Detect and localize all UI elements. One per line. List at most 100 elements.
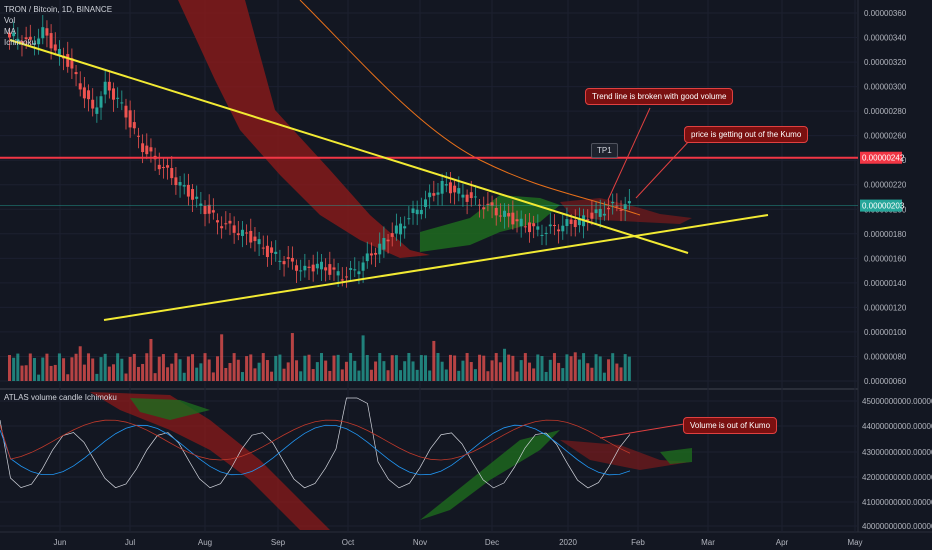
volume-bar: [582, 353, 586, 381]
callout-kumo[interactable]: price is getting out of the Kumo: [684, 126, 809, 143]
indicator-tick-label: 43000000000.00000000: [862, 448, 932, 457]
candle-body: [453, 185, 457, 193]
candle-body: [540, 234, 544, 236]
time-tick-label: May: [847, 538, 862, 547]
volume-bar: [590, 367, 594, 381]
candle-body: [74, 72, 78, 75]
indicator-axis[interactable]: 40000000000.00000000 41000000000.00000000…: [862, 397, 932, 531]
candle-body: [166, 165, 170, 168]
volume-bar: [62, 358, 66, 381]
candle-body: [461, 194, 465, 198]
volume-bar: [203, 353, 207, 381]
candle-body: [507, 213, 511, 217]
candle-body: [107, 81, 111, 91]
symbol-title[interactable]: TRON / Bitcoin, 1D, BINANCE: [4, 5, 113, 14]
ichimoku-legend[interactable]: Ichimoku: [4, 38, 37, 47]
volume-bar: [328, 370, 332, 381]
time-tick-label: Dec: [485, 538, 499, 547]
volume-bar: [49, 365, 53, 381]
vol-legend[interactable]: Vol: [4, 16, 16, 25]
callout-trend-broken[interactable]: Trend line is broken with good volume: [585, 88, 734, 105]
candle-body: [332, 267, 336, 270]
time-tick-label: Nov: [413, 538, 427, 547]
volume-bar: [66, 374, 70, 381]
candle-body: [465, 194, 469, 202]
candle-body: [8, 32, 11, 38]
volume-bar: [32, 357, 36, 381]
price-tick-label: 0.00000280: [864, 107, 907, 116]
candle-body: [557, 229, 561, 232]
volume-bar: [448, 354, 452, 381]
lower-kumo-bull-2: [420, 430, 560, 520]
price-tick-label: 0.00000120: [864, 303, 907, 312]
tp1-label[interactable]: TP1: [591, 143, 618, 158]
candle-body: [419, 209, 423, 215]
candle-body: [386, 239, 390, 242]
candle-body: [444, 184, 448, 186]
candle-body: [627, 201, 631, 204]
volume-bar: [519, 360, 523, 381]
volume-bar: [211, 372, 215, 381]
volume-bar: [424, 355, 427, 381]
volume-bar: [41, 357, 45, 381]
candle-body: [382, 238, 386, 250]
candle-body: [157, 164, 161, 170]
volume-bar: [232, 353, 236, 381]
volume-bar: [507, 354, 511, 381]
lower-pane-title[interactable]: ATLAS volume candle Ichimoku: [4, 393, 117, 402]
kumo-bear-cloud: [178, 0, 430, 258]
volume-bar: [282, 368, 286, 381]
candle-body: [523, 226, 527, 228]
drawing-lines[interactable]: [0, 39, 858, 439]
volume-bar: [236, 359, 240, 381]
candle-body: [278, 260, 282, 262]
volume-bar: [240, 372, 244, 381]
lower-kumo-bear-2: [560, 440, 690, 470]
volume-bar: [623, 354, 627, 381]
candles: [8, 14, 631, 288]
candle-body: [552, 224, 556, 226]
kumo-bull-cloud: [420, 195, 560, 252]
candle-body: [174, 177, 178, 186]
volume-bar: [594, 354, 598, 381]
volume-bar: [245, 356, 249, 381]
price-axis-highlight-label: 0.00000203: [862, 202, 905, 211]
volume-bar: [261, 353, 265, 381]
volume-bar: [511, 355, 515, 381]
volume-bar: [8, 355, 11, 381]
volume-bar: [548, 359, 552, 381]
lower-kumo-bull: [130, 398, 210, 420]
candle-body: [253, 236, 257, 242]
grid: [0, 0, 858, 532]
candle-body: [28, 36, 32, 40]
time-tick-label: Feb: [631, 538, 645, 547]
volume-bars: [8, 333, 631, 381]
volume-bar: [265, 360, 269, 381]
volume-bar: [303, 355, 307, 381]
price-axis[interactable]: 0.00000060 0.00000080 0.00000100 0.00000120…: [860, 9, 907, 386]
volume-bar: [565, 354, 569, 381]
time-axis[interactable]: Jun Jul Aug Sep Oct Nov Dec 2020 Feb Mar Apr May: [54, 538, 863, 547]
price-tick-label: 0.00000060: [864, 377, 907, 386]
candle-body: [161, 167, 165, 169]
volume-bar: [399, 370, 403, 381]
candle-body: [432, 193, 436, 196]
volume-bar: [490, 360, 494, 381]
volume-bar: [619, 367, 623, 381]
candle-body: [607, 207, 611, 210]
callout-volume-kumo[interactable]: Volume is out of Kumo: [683, 417, 778, 434]
lower-kumo-bear: [90, 392, 330, 530]
lower-base-line: [0, 419, 631, 461]
volume-bar: [544, 371, 548, 381]
volume-bar: [141, 363, 145, 381]
volume-bar: [349, 353, 353, 381]
ma-legend[interactable]: MA: [4, 27, 16, 36]
candle-body: [544, 232, 548, 234]
volume-bar: [411, 361, 415, 381]
candle-body: [498, 215, 502, 217]
volume-bar: [166, 367, 170, 381]
candle-body: [286, 257, 290, 259]
candle-body: [328, 264, 332, 275]
price-tick-label: 0.00000340: [864, 34, 907, 43]
